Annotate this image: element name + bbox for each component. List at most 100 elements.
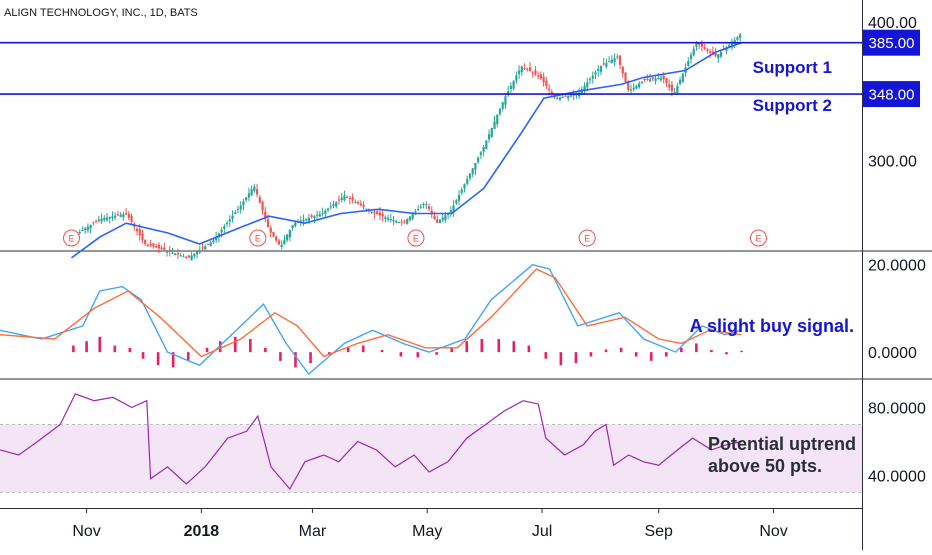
candle (539, 74, 543, 79)
candle (376, 211, 379, 215)
candle (100, 218, 103, 222)
candle (359, 203, 362, 206)
candle (343, 195, 346, 200)
candle (122, 214, 125, 218)
candle (515, 75, 518, 81)
moving-average-line (71, 41, 742, 259)
candle (531, 72, 534, 74)
macd-histogram-bar (544, 352, 548, 359)
candle (144, 239, 147, 245)
candle (283, 239, 286, 245)
candle (356, 202, 360, 204)
rsi-line (0, 393, 742, 491)
macd-histogram-bar (85, 341, 88, 353)
candle (316, 215, 319, 217)
candle (460, 189, 463, 193)
candle (556, 97, 559, 99)
candle (605, 62, 608, 67)
candle (397, 221, 401, 223)
candle (111, 216, 114, 219)
macd-histogram-bar (416, 352, 420, 358)
macd-line (0, 263, 742, 376)
candle (193, 253, 196, 257)
candle (127, 213, 130, 218)
macd-histogram-bar (98, 336, 102, 353)
macd-histogram-bar (710, 349, 713, 353)
candle (280, 244, 283, 247)
candle (367, 208, 371, 211)
candle (523, 67, 526, 69)
earnings-marker[interactable] (578, 229, 596, 247)
candle (302, 219, 305, 222)
candle (105, 217, 109, 220)
candle (588, 79, 592, 81)
macd-histogram-bar (399, 352, 403, 357)
candle (187, 255, 190, 258)
candle (234, 212, 237, 215)
rsi-tick-label: 40.0000 (868, 468, 926, 485)
macd-histogram-bar (328, 352, 331, 355)
earnings-marker-label: E (413, 234, 419, 244)
candle (717, 54, 720, 59)
candle (714, 53, 717, 57)
candle (321, 212, 324, 214)
candle (545, 80, 548, 87)
macd-annotation: A slight buy signal. (690, 316, 854, 336)
candle (558, 97, 562, 100)
earnings-marker[interactable] (63, 229, 81, 247)
candle (307, 217, 311, 221)
candle (225, 222, 229, 225)
candle (624, 72, 627, 82)
candle (406, 219, 409, 224)
candle (324, 210, 327, 214)
candle (651, 77, 654, 79)
candle (81, 230, 84, 232)
candle (171, 252, 174, 254)
candle (665, 78, 668, 84)
candle (310, 215, 313, 217)
candle (337, 199, 341, 201)
time-tick-label: Mar (299, 523, 327, 540)
earnings-marker[interactable] (407, 229, 425, 247)
macd-histogram-bar (740, 350, 743, 353)
candle (185, 257, 188, 259)
candle (318, 214, 321, 217)
price-badge (863, 29, 920, 56)
candle (245, 197, 248, 201)
candle (436, 219, 439, 223)
candle (370, 211, 373, 213)
rsi-band (0, 424, 862, 493)
macd-histogram-bar (279, 352, 282, 361)
earnings-marker-label: E (584, 234, 590, 244)
candle (441, 217, 444, 221)
candle (86, 226, 89, 231)
candle (386, 218, 390, 220)
candle (646, 79, 649, 81)
candle (103, 218, 106, 221)
candle (346, 196, 349, 198)
candle (160, 247, 163, 250)
candle (362, 204, 365, 207)
candle (706, 49, 709, 51)
macd-histogram-bar (695, 343, 698, 353)
candle (504, 96, 507, 105)
macd-histogram-bar (680, 347, 683, 353)
earnings-marker[interactable] (249, 229, 267, 247)
candle (534, 70, 537, 75)
candle (220, 229, 223, 233)
candle (299, 220, 302, 222)
candle (643, 79, 646, 81)
macd-histogram-bar (574, 352, 578, 364)
earnings-marker[interactable] (749, 229, 767, 247)
candle (572, 94, 575, 96)
macd-histogram-bar (619, 347, 623, 353)
candle (739, 34, 742, 38)
rsi-annotation: above 50 pts. (708, 456, 822, 476)
candle (212, 240, 215, 243)
time-tick-label: Jul (532, 523, 552, 540)
macd-tick-label: 20.0000 (868, 258, 926, 275)
macd-histogram-bar (450, 347, 454, 353)
candle (654, 78, 657, 81)
candle (438, 220, 442, 224)
candle (657, 78, 660, 80)
